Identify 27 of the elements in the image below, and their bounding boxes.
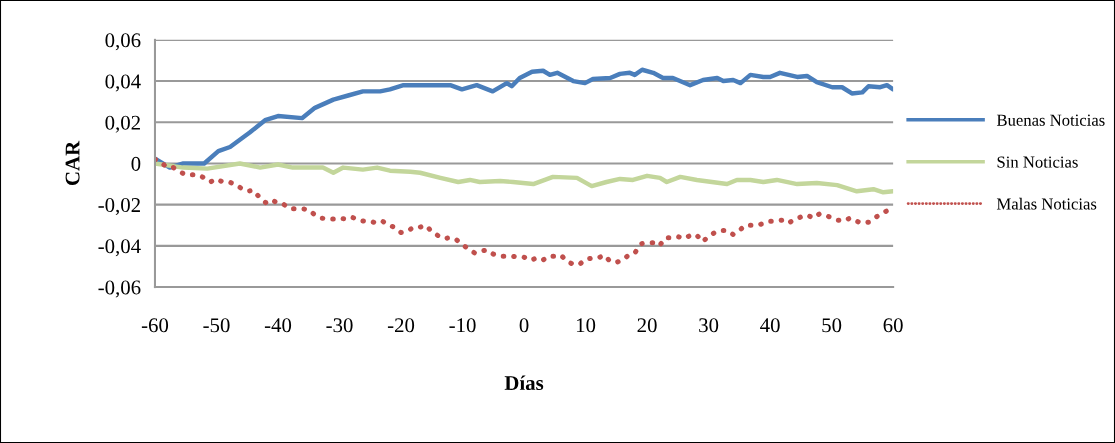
x-tick-label: -10 [449,318,476,333]
x-tick-label: -60 [141,318,169,333]
x-tick-label: -50 [203,318,230,333]
legend-label: Sin Noticias [997,156,1078,168]
y-tick-label: 0,02 [105,115,140,133]
x-tick-label: 40 [760,318,780,333]
line-series [154,161,894,195]
x-tick-label: 0 [519,318,529,333]
x-tick-label: 50 [822,318,842,333]
line-series [154,67,894,170]
x-tick-label: 60 [883,318,903,333]
y-tick-label: 0 [131,156,141,171]
x-tick-label: -30 [326,318,353,333]
y-tick-label: -0,06 [98,280,141,298]
y-tick-label: -0,02 [98,198,140,216]
x-tick-label: -20 [387,318,415,333]
y-axis-title: CAR [65,140,80,186]
y-tick-label: -0,04 [98,239,141,257]
x-tick-label: -40 [264,318,292,333]
legend-label: Buenas Noticias [996,114,1105,126]
x-tick-label: 10 [576,318,596,333]
y-tick-label: 0,04 [105,74,141,92]
x-tick-label: 30 [699,318,719,333]
x-axis-title: Días [504,375,544,391]
legend-label: Malas Noticias [996,197,1097,210]
x-tick-label: 20 [637,318,657,333]
y-tick-label: 0,06 [105,33,141,51]
